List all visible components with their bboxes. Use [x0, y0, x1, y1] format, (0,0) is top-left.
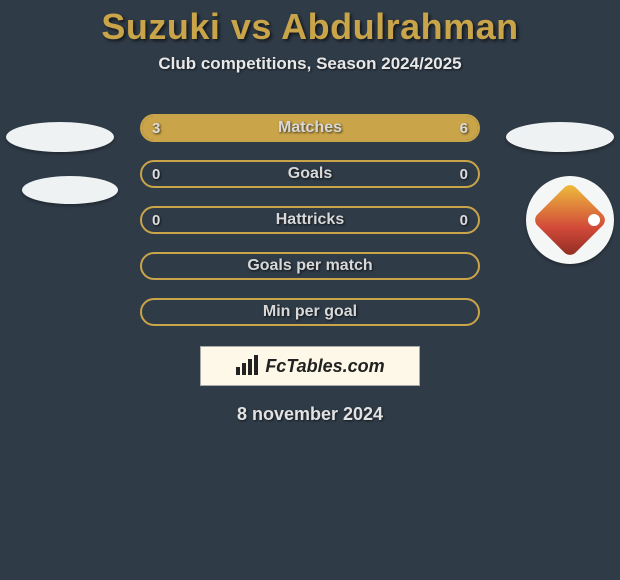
right-player-badge-1	[506, 122, 614, 152]
left-player-badge-1	[6, 122, 114, 152]
stat-label: Matches	[278, 119, 342, 137]
stat-label: Hattricks	[276, 211, 344, 229]
right-team-logo	[526, 176, 614, 264]
stat-label: Goals	[288, 165, 332, 183]
stat-row-mpg: Min per goal	[140, 298, 480, 326]
chart-icon	[235, 355, 261, 377]
stat-label: Goals per match	[247, 257, 372, 275]
date-label: 8 november 2024	[0, 404, 620, 425]
value-right: 0	[460, 166, 468, 183]
value-left: 0	[152, 166, 160, 183]
value-right: 0	[460, 212, 468, 229]
team-crest-icon	[532, 182, 608, 258]
left-player-badge-2	[22, 176, 118, 204]
brand-badge[interactable]: FcTables.com	[200, 346, 420, 386]
value-right: 6	[460, 120, 468, 137]
value-left: 0	[152, 212, 160, 229]
value-left: 3	[152, 120, 160, 137]
stats-container: 3 Matches 6 0 Goals 0 0 Hattricks 0 Goal…	[140, 114, 480, 326]
page-title: Suzuki vs Abdulrahman	[0, 0, 620, 48]
subtitle: Club competitions, Season 2024/2025	[0, 54, 620, 74]
stat-label: Min per goal	[263, 303, 357, 321]
stat-row-gpm: Goals per match	[140, 252, 480, 280]
stat-row-goals: 0 Goals 0	[140, 160, 480, 188]
stat-row-hattricks: 0 Hattricks 0	[140, 206, 480, 234]
stat-row-matches: 3 Matches 6	[140, 114, 480, 142]
brand-text: FcTables.com	[265, 356, 384, 377]
